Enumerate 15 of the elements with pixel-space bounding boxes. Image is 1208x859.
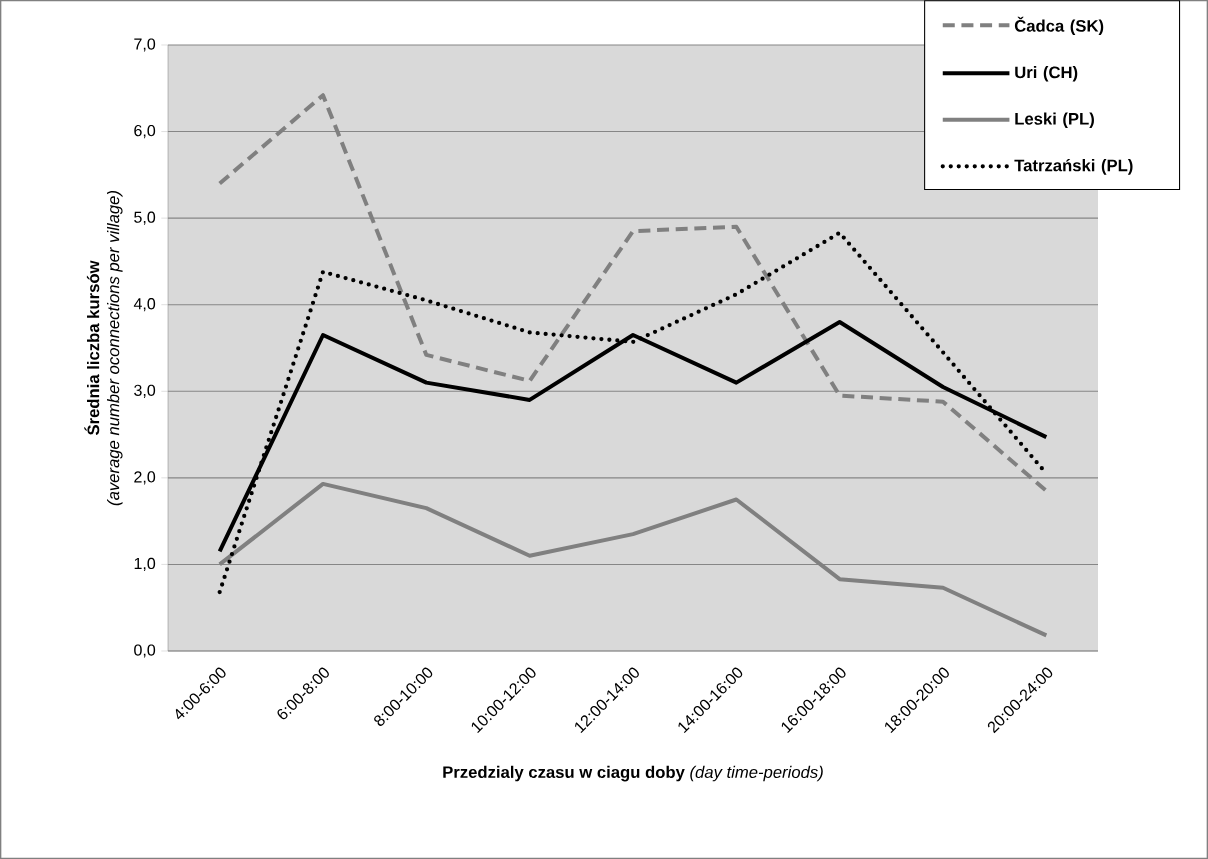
y-axis-title: Średnia liczba kursów (average number oconnections per village) (84, 191, 123, 506)
y-tick-label: 6,0 (134, 124, 156, 139)
legend-label: Leski (PL) (1015, 112, 1094, 129)
y-tick-label: 1,0 (134, 557, 156, 572)
y-tick-label: 4,0 (133, 298, 156, 312)
legend-label: Tatrzański (PL) (1014, 158, 1133, 175)
x-axis-title: Przedzialy czasu w ciagu doby (day time-periods) (443, 765, 823, 782)
legend-label: Čadca (SK) (1014, 16, 1104, 36)
y-tick-label: 7,0 (134, 38, 156, 52)
y-tick-label: 0,0 (134, 644, 156, 658)
y-tick-label: 3,0 (134, 384, 156, 398)
y-tick-label: 2,0 (134, 471, 156, 485)
line-series (217, 481, 1049, 638)
y-tick-label: 5,0 (134, 211, 156, 225)
legend-label: Uri (CH) (1015, 66, 1078, 82)
